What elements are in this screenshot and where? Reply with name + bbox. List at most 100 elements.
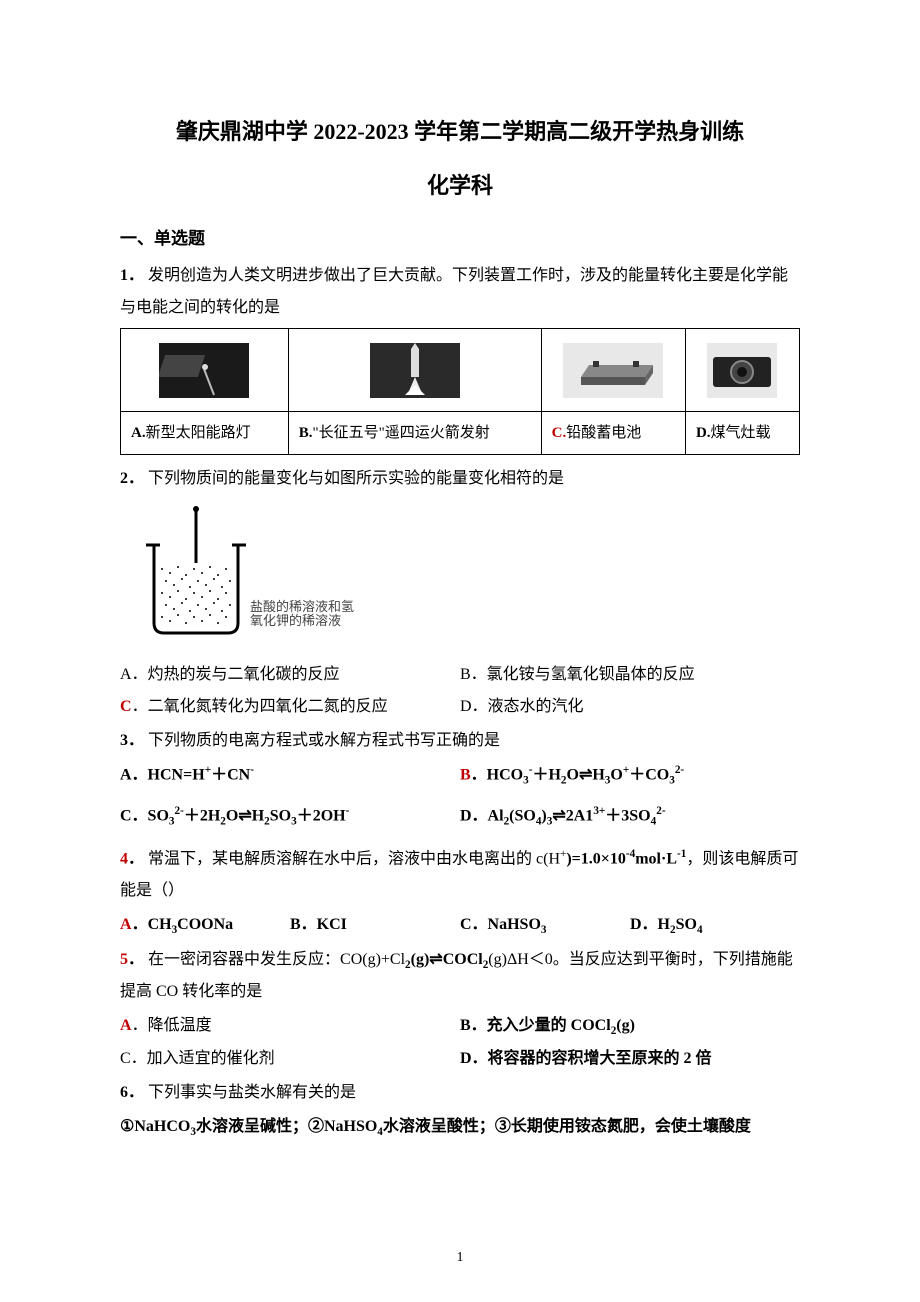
q4a-text: ．CH — [132, 916, 172, 933]
q3b-pre: ．HCO — [471, 766, 523, 783]
q6-m1: 水溶液呈碱性；②NaHSO — [196, 1118, 377, 1135]
q4-opt-c: C．NaHSO3 — [460, 909, 630, 942]
exam-title: 肇庆鼎湖中学 2022-2023 学年第二学期高二级开学热身训练 — [120, 110, 800, 154]
q3-opt-a: A．HCN=H+＋CN- — [120, 759, 460, 792]
q5b-pre: B．充入少量的 COCl — [460, 1017, 611, 1034]
cell-rocket-img — [288, 329, 541, 412]
q1-number: 1． — [120, 267, 144, 284]
cell-a: A.新型太阳能路灯 — [121, 412, 289, 455]
q2-options: A．灼热的炭与二氧化碳的反应 B．氯化铵与氢氧化钡晶体的反应 — [120, 659, 800, 691]
q2-opt-c: C．二氧化氮转化为四氧化二氮的反应 — [120, 691, 460, 723]
q3-number: 3． — [120, 732, 144, 749]
q3c-post: ＋2OH — [297, 807, 346, 824]
q3b-m1: ＋H — [532, 766, 560, 783]
q3d-m3: ⇌2A1 — [552, 807, 593, 824]
q3-stem: 下列物质的电离方程式或水解方程式书写正确的是 — [148, 732, 500, 749]
q5-num-post: ． — [128, 951, 144, 968]
question-6: 6． 下列事实与盐类水解有关的是 — [120, 1077, 800, 1109]
cell-stove-img — [685, 329, 799, 412]
q2-opt-d: D．液态水的汽化 — [460, 691, 800, 723]
q2-figure: 盐酸的稀溶液和氢 氧化钾的稀溶液 — [120, 503, 800, 655]
q2-c-label: C — [120, 698, 132, 715]
q2-number: 2． — [120, 470, 144, 487]
opt-d-text: 煤气灶载 — [711, 425, 771, 441]
q1-table: A.新型太阳能路灯 B."长征五号"遥四运火箭发射 C.铅酸蓄电池 D.煤气灶载 — [120, 328, 800, 455]
q2-opt-a: A．灼热的炭与二氧化碳的反应 — [120, 659, 460, 691]
question-4: 4． 常温下，某电解质溶解在水中后，溶液中由水电离出的 c(H+)=1.0×10… — [120, 843, 800, 907]
stove-icon — [707, 343, 777, 398]
q3c-pre: C．SO — [120, 807, 169, 824]
q3-opt-d: D．Al2(SO4)3⇌2A13+＋3SO42- — [460, 800, 800, 833]
opt-a-text: 新型太阳能路灯 — [146, 425, 251, 441]
q4-opt-a: A．CH3COONa — [120, 909, 290, 942]
q4a-label: A — [120, 916, 132, 933]
cell-c: C.铅酸蓄电池 — [541, 412, 685, 455]
cell-solar-img — [121, 329, 289, 412]
q4-stem-mid: )=1.0×10 — [566, 850, 626, 867]
subject-title: 化学科 — [120, 164, 800, 208]
opt-c-text: 铅酸蓄电池 — [566, 425, 641, 441]
q3c-m1: ＋2H — [184, 807, 220, 824]
cell-battery-img — [541, 329, 685, 412]
q6-stem: 下列事实与盐类水解有关的是 — [148, 1084, 356, 1101]
battery-icon — [563, 343, 663, 398]
q4-num-label: 4 — [120, 850, 128, 867]
q2-c-text: ．二氧化氮转化为四氧化二氮的反应 — [132, 698, 388, 715]
cell-d: D.煤气灶载 — [685, 412, 799, 455]
q3d-m1: (SO — [509, 807, 536, 824]
q3-row2: C．SO32-＋2H2O⇌H2SO3＋2OH- D．Al2(SO4)3⇌2A13… — [120, 800, 800, 833]
q3-row1: A．HCN=H+＋CN- B．HCO3-＋H2O⇌H3O+＋CO32- — [120, 759, 800, 792]
opt-a-label: A. — [131, 425, 146, 441]
q5-opt-a: A．降低温度 — [120, 1010, 460, 1043]
q4-opt-b: B．KCI — [290, 909, 460, 942]
q4d-tail: SO — [676, 916, 697, 933]
table-row — [121, 329, 800, 412]
q3-opt-b: B．HCO3-＋H2O⇌H3O+＋CO32- — [460, 759, 800, 792]
beaker-caption-1: 盐酸的稀溶液和氢 — [250, 599, 354, 614]
question-3: 3． 下列物质的电离方程式或水解方程式书写正确的是 — [120, 725, 800, 757]
q4-opt-d: D．H2SO4 — [630, 909, 800, 942]
solar-lamp-icon — [159, 343, 249, 398]
q3c-m2: O⇌H — [226, 807, 264, 824]
q6-pre: ①NaHCO — [120, 1118, 190, 1135]
q3a-pre: A．HCN=H — [120, 766, 205, 783]
q5b-post: (g) — [616, 1017, 635, 1034]
q2-opt-b: B．氯化铵与氢氧化钡晶体的反应 — [460, 659, 800, 691]
q6-number: 6． — [120, 1084, 144, 1101]
opt-b-label: B. — [299, 425, 313, 441]
q3b-m3: O — [610, 766, 622, 783]
q5-opt-c: C．加入适宜的催化剂 — [120, 1043, 460, 1075]
q4a-tail: COONa — [177, 916, 233, 933]
q3c-m3: SO — [270, 807, 291, 824]
q3d-post: ＋3SO — [605, 807, 650, 824]
q3b-post: ＋CO — [629, 766, 669, 783]
q5-stem-pre: 在一密闭容器中发生反应：CO(g)+Cl — [148, 951, 405, 968]
question-2: 2． 下列物质间的能量变化与如图所示实验的能量变化相符的是 — [120, 463, 800, 495]
q5a-label: A — [120, 1017, 132, 1034]
q4c-text: C．NaHSO — [460, 916, 541, 933]
q3a-post: ＋CN — [211, 766, 250, 783]
beaker-icon: 盐酸的稀溶液和氢 氧化钾的稀溶液 — [120, 503, 390, 643]
q4-stem-pre: 常温下，某电解质溶解在水中后，溶液中由水电离出的 c(H — [148, 850, 560, 867]
q5-row1: A．降低温度 B．充入少量的 COCl2(g) — [120, 1010, 800, 1043]
q5a-text: ．降低温度 — [132, 1017, 212, 1034]
section-header: 一、单选题 — [120, 222, 800, 256]
question-5: 5． 在一密闭容器中发生反应：CO(g)+Cl2(g)⇌COCl2(g)ΔH＜0… — [120, 944, 800, 1009]
opt-c-label: C. — [552, 425, 567, 441]
q5-opt-b: B．充入少量的 COCl2(g) — [460, 1010, 800, 1043]
q2-options-2: C．二氧化氮转化为四氧化二氮的反应 D．液态水的汽化 — [120, 691, 800, 723]
page-number: 1 — [0, 1244, 920, 1272]
q3b-m2: O⇌H — [567, 766, 605, 783]
beaker-caption-2: 氧化钾的稀溶液 — [250, 613, 341, 628]
opt-d-label: D. — [696, 425, 711, 441]
q3b-label: B — [460, 766, 471, 783]
table-row: A.新型太阳能路灯 B."长征五号"遥四运火箭发射 C.铅酸蓄电池 D.煤气灶载 — [121, 412, 800, 455]
q5-opt-d: D．将容器的容积增大至原来的 2 倍 — [460, 1043, 800, 1075]
opt-b-text: "长征五号"遥四运火箭发射 — [312, 425, 489, 441]
question-1: 1． 发明创造为人类文明进步做出了巨大贡献。下列装置工作时，涉及的能量转化主要是… — [120, 260, 800, 324]
cell-b: B."长征五号"遥四运火箭发射 — [288, 412, 541, 455]
q4-num-post: ． — [128, 850, 144, 867]
q5-row2: C．加入适宜的催化剂 D．将容器的容积增大至原来的 2 倍 — [120, 1043, 800, 1075]
q3d-pre: D．Al — [460, 807, 504, 824]
q4-stem-post: mol·L — [635, 850, 677, 867]
